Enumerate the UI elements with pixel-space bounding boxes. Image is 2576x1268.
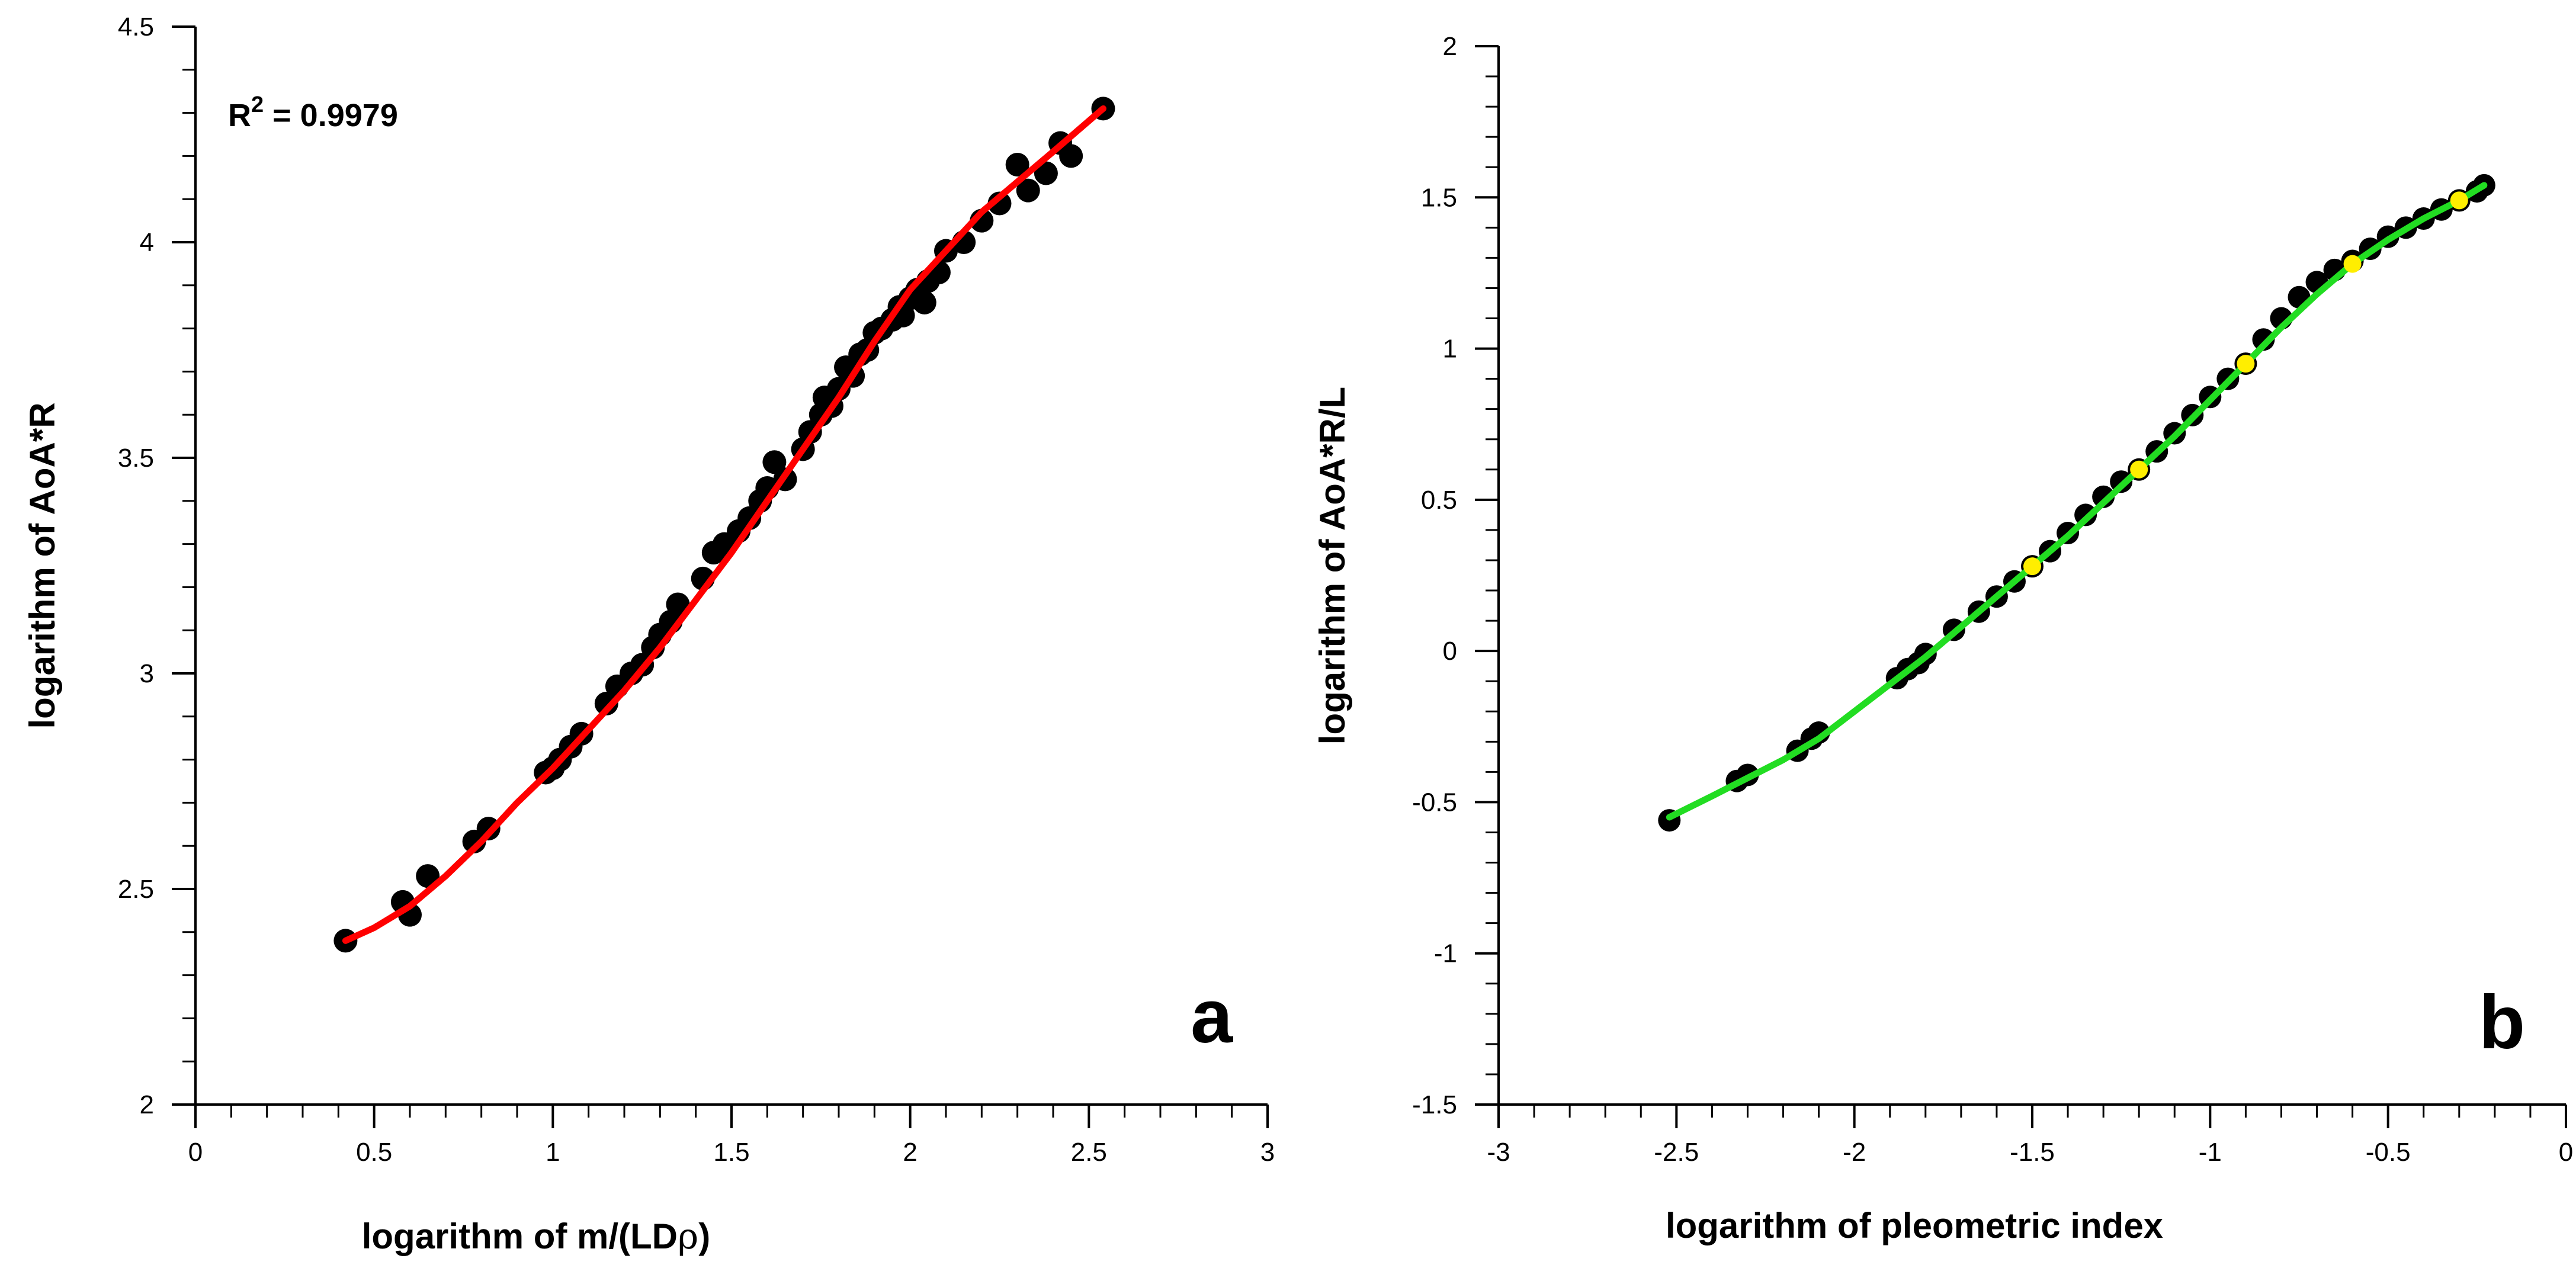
panel-b-y-tick-label: 0: [1443, 637, 1457, 666]
panel-a-y-tick-label: 3.5: [118, 444, 154, 473]
panel-a-y-tick-label: 2: [140, 1090, 154, 1119]
panel-a-x-tick-label: 0.5: [356, 1138, 392, 1167]
panel-b-data-point: [2252, 328, 2275, 351]
panel-a-data-point: [594, 691, 618, 715]
panel-a-x-tick-label: 3: [1260, 1138, 1275, 1167]
panel-a-y-tick-label: 2.5: [118, 875, 154, 904]
panel-b-highlight-point: [2450, 191, 2468, 210]
panel-b-y-tick-label: 1: [1443, 335, 1457, 364]
panel-b-highlight-point: [2130, 460, 2148, 479]
panel-a-data-point: [666, 592, 690, 617]
panel-a-ticks: [172, 25, 1269, 1128]
panel-b-x-tick-label: -3: [1487, 1138, 1510, 1167]
panel-a-x-tick-label: 0: [188, 1138, 203, 1167]
panel-b-x-tick-label: -1.5: [2010, 1138, 2055, 1167]
panel-b-x-tick-label: -2.5: [1654, 1138, 1699, 1167]
panel-b-highlight-point: [2237, 355, 2255, 373]
panel-b-chart: -3 -2.5 -2 -1.5 -1 -0.5 0 -1.5 -1 -0.5 0 0.5 1 1.5 2 l…: [1313, 32, 2573, 1245]
panel-b-y-tick-label: 0.5: [1421, 486, 1457, 515]
panel-a-fit-line: [342, 105, 1106, 944]
panel-b-x-tick-label: -2: [1843, 1138, 1866, 1167]
panel-a-letter: a: [1191, 974, 1233, 1059]
panel-b-data-point: [2092, 485, 2115, 508]
panel-b-highlight-layer: [2023, 191, 2468, 576]
panel-b-x-tick-label: -1: [2199, 1138, 2222, 1167]
panel-a-data-point: [1005, 152, 1029, 176]
panel-b-y-tick-label: 1.5: [1421, 183, 1457, 212]
panel-b-y-tick-label: -1: [1434, 939, 1457, 968]
panel-a-x-axis-title: logarithm of m/(LDρ): [362, 1216, 711, 1257]
panel-b-x-tick-label: -0.5: [2366, 1138, 2411, 1167]
panel-a-y-tick-label: 4: [140, 228, 154, 257]
panel-a-tick-labels: 0 0.5 1 1.5 2 2.5 3 2 2.5 3 3.5 4 4.5: [118, 12, 1275, 1167]
r-squared-annotation: R2 = 0.9979: [228, 92, 398, 133]
panel-b-points-layer: [1658, 174, 2495, 832]
panel-a-x-tick-label: 1: [546, 1138, 560, 1167]
panel-b-highlight-point: [2343, 255, 2362, 273]
panel-a-x-tick-label: 2.5: [1071, 1138, 1107, 1167]
panel-a-chart: 0 0.5 1 1.5 2 2.5 3 2 2.5 3 3.5 4 4.5 logarithm of m…: [23, 12, 1275, 1257]
panel-a-data-point: [912, 290, 936, 314]
panel-b-x-tick-label: 0: [2559, 1138, 2573, 1167]
panel-b-x-axis-title: logarithm of pleometric index: [1666, 1206, 2163, 1245]
panel-b-fit-line: [1666, 182, 2488, 821]
panel-b-ticks: [1475, 45, 2567, 1128]
panel-a-points-layer: [333, 97, 1115, 953]
panel-a-data-point: [762, 450, 787, 474]
panel-a-data-point: [987, 191, 1012, 216]
panel-a-y-tick-label: 3: [140, 659, 154, 688]
panel-b-y-tick-label: -0.5: [1412, 788, 1457, 817]
panel-b-letter: b: [2479, 980, 2525, 1065]
panel-a-x-tick-label: 1.5: [713, 1138, 749, 1167]
panel-a-y-axis-title: logarithm of AoA*R: [23, 402, 62, 728]
panel-a-x-tick-label: 2: [903, 1138, 917, 1167]
panel-a-data-point: [1034, 161, 1058, 185]
panel-a-data-point: [1016, 178, 1040, 203]
panel-b-tick-labels: -3 -2.5 -2 -1.5 -1 -0.5 0 -1.5 -1 -0.5 0 0.5 1 1.5 2: [1412, 32, 2573, 1167]
panel-a-y-tick-label: 4.5: [118, 12, 154, 41]
panel-b-y-tick-label: -1.5: [1412, 1090, 1457, 1119]
panel-b-y-axis-title: logarithm of AoA*R/L: [1313, 387, 1352, 744]
panel-b-y-tick-label: 2: [1443, 32, 1457, 61]
panel-a-data-point: [1059, 144, 1083, 168]
panel-b-highlight-point: [2023, 557, 2041, 576]
panel-a-data-point: [737, 506, 762, 530]
